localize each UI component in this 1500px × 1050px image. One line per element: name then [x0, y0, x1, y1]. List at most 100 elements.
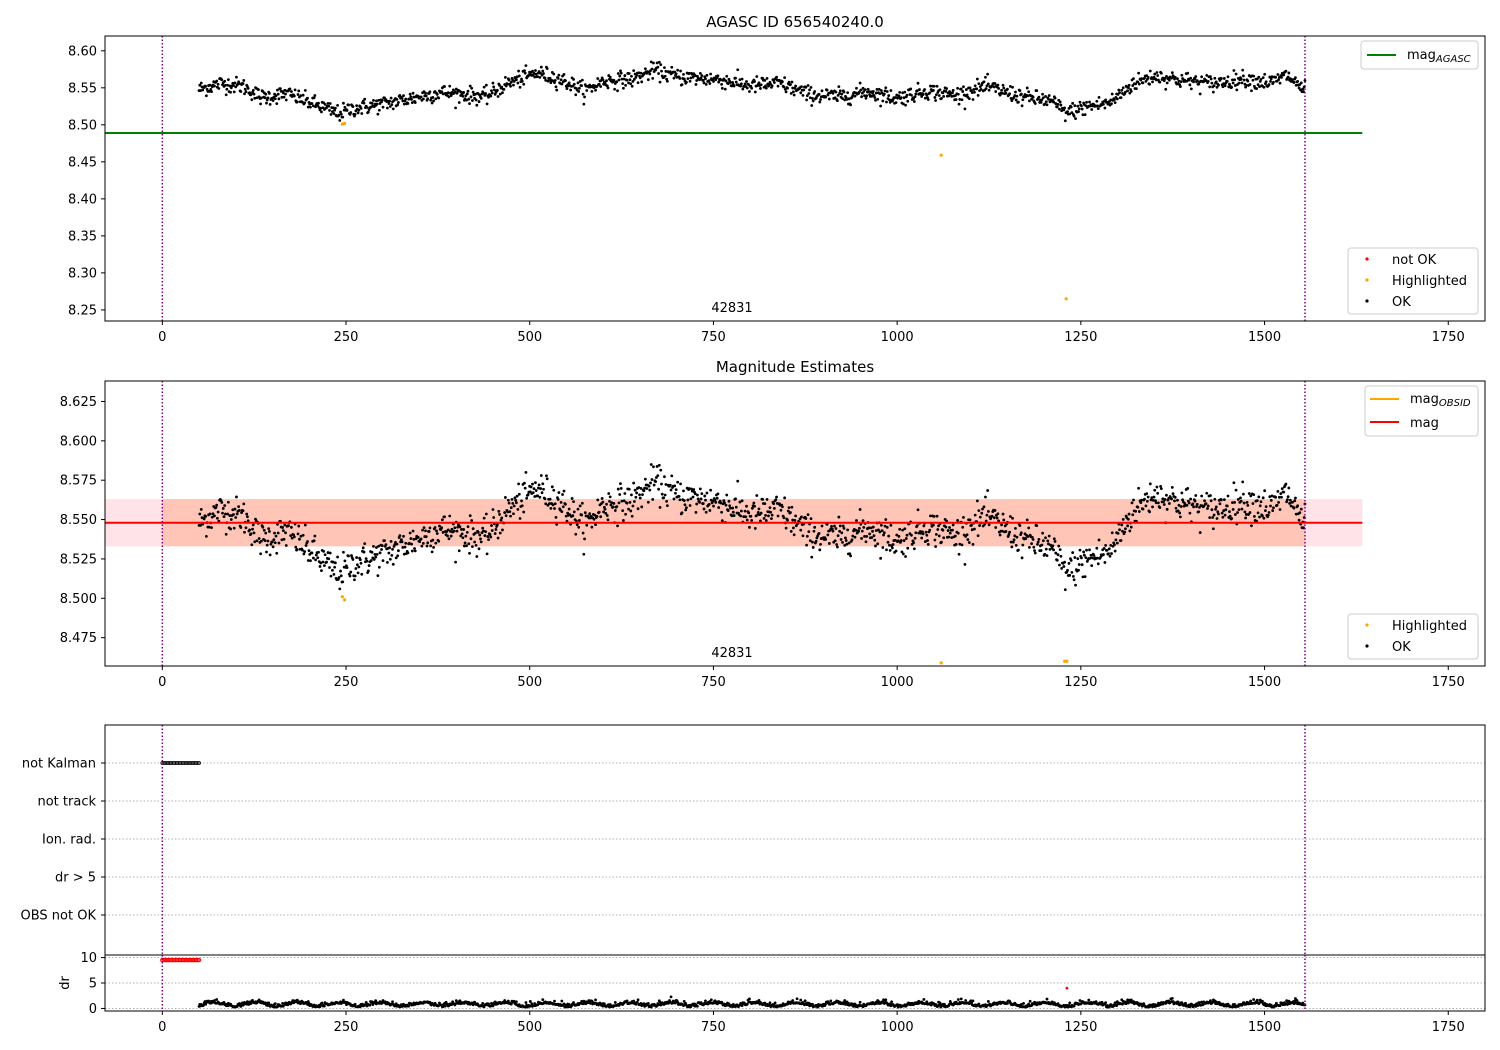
ok-point — [676, 68, 680, 72]
legend-ok-marker-2 — [1365, 644, 1369, 648]
panel-agasc-legend-bottom: not OK Highlighted OK — [1347, 247, 1479, 315]
ok-point — [1244, 513, 1248, 516]
ok-point — [388, 99, 392, 103]
ok-point — [471, 90, 475, 94]
ok-point — [1215, 517, 1219, 520]
ok-point — [277, 97, 281, 101]
ok-point — [957, 552, 961, 556]
ok-point — [610, 78, 614, 82]
ok-point — [1081, 575, 1085, 579]
y-tick-label: 8.45 — [68, 155, 97, 170]
ok-point — [1095, 546, 1099, 550]
ok-point — [531, 491, 535, 495]
ok-point — [859, 88, 863, 92]
ok-point — [1188, 511, 1192, 515]
ok-point — [396, 554, 400, 558]
ok-point — [783, 76, 787, 79]
ok-point — [940, 540, 943, 544]
ok-point — [1043, 102, 1047, 106]
ok-point — [752, 501, 756, 505]
ok-point — [1056, 553, 1060, 557]
ok-point — [841, 97, 844, 100]
panel-dr-ylabel: dr — [58, 976, 73, 990]
ok-point — [549, 81, 553, 84]
ok-point — [1234, 72, 1238, 76]
ok-point — [402, 94, 405, 98]
ok-point — [1063, 106, 1066, 110]
ok-point — [525, 496, 529, 500]
ok-point — [1294, 496, 1297, 500]
ok-point — [656, 474, 660, 478]
ok-point — [975, 87, 979, 91]
ok-point — [1028, 545, 1031, 549]
ok-point — [226, 83, 230, 87]
dr-point — [1121, 1002, 1124, 1006]
ok-point — [1277, 500, 1280, 504]
ok-point — [805, 534, 809, 538]
ok-point — [447, 537, 451, 541]
ok-point — [453, 526, 457, 530]
dr-point — [704, 999, 707, 1003]
ok-point — [811, 540, 814, 544]
ok-point — [909, 87, 913, 91]
ok-point — [1055, 558, 1059, 562]
ok-point — [476, 530, 480, 534]
ok-point — [498, 92, 502, 96]
ok-point — [876, 542, 880, 546]
ok-point — [904, 103, 907, 107]
y-tick-label: 8.30 — [68, 266, 97, 281]
ok-point — [623, 74, 627, 77]
ok-point — [1236, 498, 1240, 501]
ok-point — [545, 474, 548, 478]
ok-point — [820, 89, 824, 93]
ok-point — [1097, 96, 1101, 99]
ok-point — [843, 543, 847, 547]
ok-point — [724, 79, 728, 83]
ok-point — [994, 90, 998, 93]
dr-not-ok-point — [1065, 986, 1069, 990]
ok-point — [331, 560, 335, 564]
ok-point — [541, 69, 545, 73]
x-tick-label: 1250 — [1064, 330, 1097, 345]
ok-point — [309, 559, 312, 562]
ok-point — [443, 515, 446, 519]
ok-point — [940, 97, 943, 100]
ok-point — [880, 91, 884, 95]
ok-point — [1008, 84, 1012, 88]
ok-point — [235, 512, 239, 516]
ok-point — [482, 85, 486, 89]
ok-point — [325, 560, 328, 564]
ok-point — [753, 527, 757, 530]
ok-point — [1165, 507, 1169, 511]
ok-point — [232, 513, 235, 516]
ok-point — [1096, 556, 1099, 560]
ok-point — [495, 523, 499, 527]
x-tick-label: 0 — [158, 1020, 166, 1035]
dr-point — [506, 999, 510, 1003]
ok-point — [925, 533, 929, 537]
ok-point — [1210, 81, 1214, 85]
ok-point — [359, 106, 363, 110]
ok-point — [556, 76, 560, 80]
ok-point — [376, 112, 380, 116]
ok-point — [1116, 532, 1120, 535]
ok-point — [885, 100, 888, 104]
ok-point — [1035, 89, 1039, 93]
ok-point — [1030, 542, 1034, 546]
ok-point — [831, 91, 835, 95]
ok-point — [1287, 486, 1291, 490]
panel-magnitude-legend-top: magOBSID mag — [1364, 385, 1479, 437]
ok-point — [1156, 74, 1160, 77]
ok-point — [282, 95, 286, 99]
ok-point — [613, 509, 617, 512]
ok-point — [1225, 504, 1229, 508]
ok-point — [1085, 100, 1088, 104]
ok-point — [1071, 101, 1075, 105]
ok-point — [1028, 99, 1031, 103]
ok-point — [387, 102, 391, 105]
ok-point — [556, 498, 560, 501]
ok-point — [336, 104, 339, 107]
ok-point — [986, 489, 990, 492]
ok-point — [804, 85, 808, 89]
y-tick-label: 10 — [80, 951, 97, 966]
